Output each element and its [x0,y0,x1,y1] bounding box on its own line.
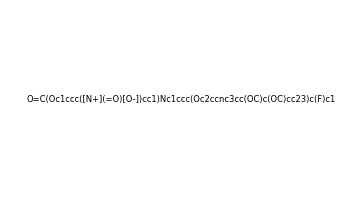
Text: O=C(Oc1ccc([N+](=O)[O-])cc1)Nc1ccc(Oc2ccnc3cc(OC)c(OC)cc23)c(F)c1: O=C(Oc1ccc([N+](=O)[O-])cc1)Nc1ccc(Oc2cc… [26,95,336,104]
